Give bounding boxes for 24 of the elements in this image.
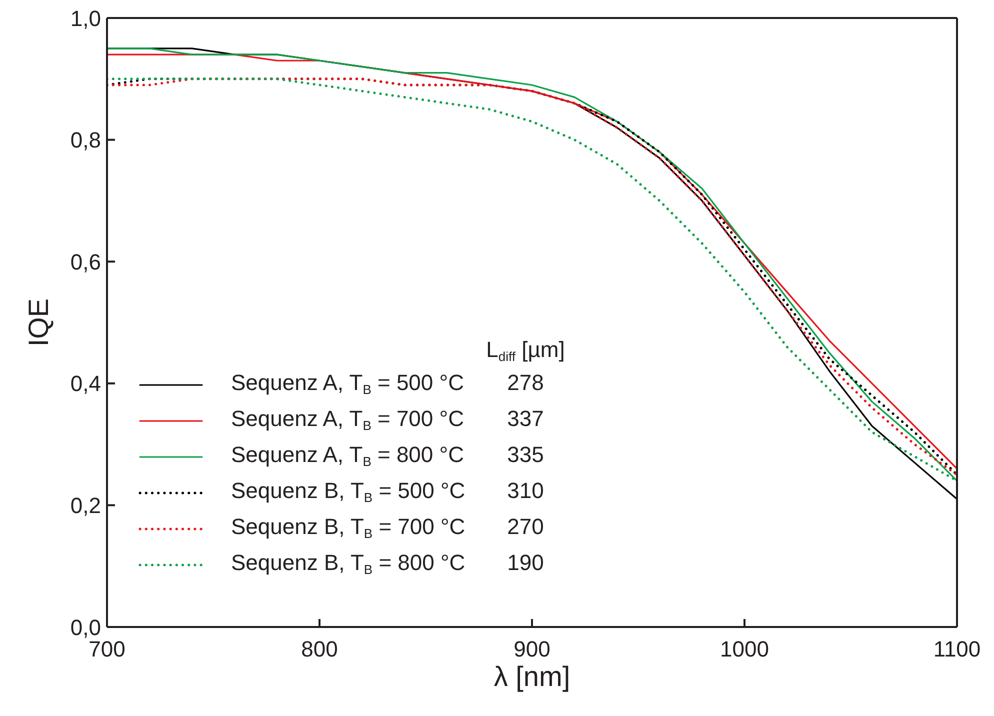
legend-label: Sequenz A, T$_{B}$ = 800 °C <box>230 441 465 471</box>
legend-label: Sequenz B, T$_{B}$ = 700 °C <box>230 513 466 543</box>
x-axis-title: λ [nm] <box>494 661 570 692</box>
y-axis-title: IQE <box>22 298 54 347</box>
annotation: 335 <box>506 441 545 469</box>
annotation: 270 <box>506 513 545 541</box>
legend-label: Sequenz B, T$_{B}$ = 500 °C <box>230 477 466 507</box>
legend-label: Sequenz A, T$_{B}$ = 700 °C <box>230 405 465 435</box>
annotation: 190 <box>506 549 545 577</box>
y-tick-label: 0,2 <box>70 493 101 518</box>
y-tick-label: 0,4 <box>70 371 101 396</box>
legend-title: L$_{diff}$ [µm] <box>485 336 566 365</box>
annotation: 310 <box>506 477 545 505</box>
y-tick-label: 1,0 <box>70 6 101 31</box>
y-tick-label: 0,8 <box>70 128 101 153</box>
x-tick-label: 1100 <box>933 636 981 662</box>
x-tick-label: 1000 <box>720 636 769 662</box>
y-tick-label: 0,6 <box>70 249 101 274</box>
legend-label: Sequenz B, T$_{B}$ = 800 °C <box>230 549 466 579</box>
annotation: 337 <box>506 405 545 433</box>
legend-label: Sequenz A, T$_{B}$ = 500 °C <box>230 369 465 399</box>
annotation: 278 <box>506 369 545 397</box>
x-tick-label: 800 <box>301 636 338 662</box>
x-tick-label: 900 <box>514 636 550 662</box>
